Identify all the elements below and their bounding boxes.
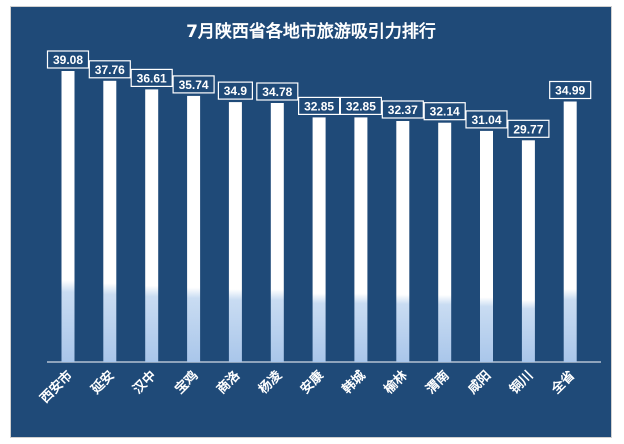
- bar-1: [61, 71, 75, 362]
- value-label-box-13: [549, 80, 592, 100]
- bar-7: [312, 117, 326, 363]
- value-label-3: 36.61: [137, 71, 167, 85]
- category-label-10: 渭南: [423, 368, 453, 398]
- bar-11: [480, 130, 493, 362]
- category-label-3: 汉中: [130, 368, 160, 398]
- bar-5: [228, 102, 242, 362]
- bar-4: [187, 95, 201, 363]
- value-label-box-2: [88, 60, 131, 79]
- category-label-4: 宝鸡: [172, 368, 202, 398]
- bars-layer: [61, 71, 577, 363]
- value-label-13: 34.99: [555, 84, 585, 98]
- category-labels-layer: 西安市 延安 汉中 宝鸡 商洛 杨凌 安康 韩城 榆林 渭南 咸阳 铜川 全省: [37, 367, 578, 407]
- value-label-9: 32.37: [388, 103, 418, 117]
- bar-3: [145, 89, 159, 363]
- value-label-6: 34.78: [262, 85, 292, 99]
- value-label-12: 29.77: [513, 122, 543, 136]
- bar-13: [563, 101, 577, 362]
- value-label-10: 32.14: [430, 105, 460, 119]
- bar-chart: 7月陕西省各地市旅游吸引力排行 39.08 37.76 36.61 35.74 34.9…: [37, 21, 601, 407]
- value-label-box-12: [507, 119, 550, 138]
- value-label-7: 32.85: [304, 99, 334, 113]
- value-label-box-8: [339, 96, 382, 116]
- category-label-7: 安康: [297, 367, 327, 397]
- value-label-1: 39.08: [53, 53, 83, 67]
- category-label-8: 韩城: [339, 368, 369, 398]
- value-label-8: 32.85: [346, 99, 376, 113]
- value-label-box-11: [465, 110, 508, 129]
- category-label-13: 全省: [548, 368, 578, 398]
- value-label-box-4: [172, 75, 215, 94]
- bar-8: [354, 117, 368, 363]
- category-label-11: 咸阳: [465, 368, 495, 398]
- value-label-box-3: [130, 68, 173, 88]
- value-label-box-1: [46, 50, 90, 69]
- value-label-box-9: [381, 100, 424, 119]
- category-label-2: 延安: [87, 368, 117, 398]
- category-label-5: 商洛: [214, 367, 244, 397]
- value-label-11: 31.04: [471, 113, 501, 127]
- category-label-12: 铜川: [506, 368, 536, 398]
- value-label-box-6: [256, 82, 299, 101]
- bar-12: [521, 140, 535, 362]
- category-label-9: 榆林: [381, 368, 411, 398]
- chart-title: 7月陕西省各地市旅游吸引力排行: [186, 21, 436, 42]
- value-label-5: 34.9: [224, 84, 248, 98]
- value-label-2: 37.76: [95, 63, 125, 77]
- category-label-1: 西安市: [37, 368, 76, 407]
- value-label-box-7: [298, 96, 341, 116]
- bar-9: [396, 121, 410, 362]
- value-label-4: 35.74: [179, 78, 209, 92]
- bar-10: [438, 122, 452, 362]
- bar-2: [103, 80, 117, 363]
- category-label-6: 杨凌: [255, 367, 285, 397]
- value-labels-layer: 39.08 37.76 36.61 35.74 34.9 34.78 32.85 32.85 3…: [46, 50, 592, 138]
- bar-6: [270, 103, 284, 362]
- value-label-box-5: [217, 81, 253, 100]
- value-label-box-10: [423, 102, 466, 121]
- chart-frame: 7月陕西省各地市旅游吸引力排行 39.08 37.76 36.61 35.74 34.9…: [10, 6, 612, 438]
